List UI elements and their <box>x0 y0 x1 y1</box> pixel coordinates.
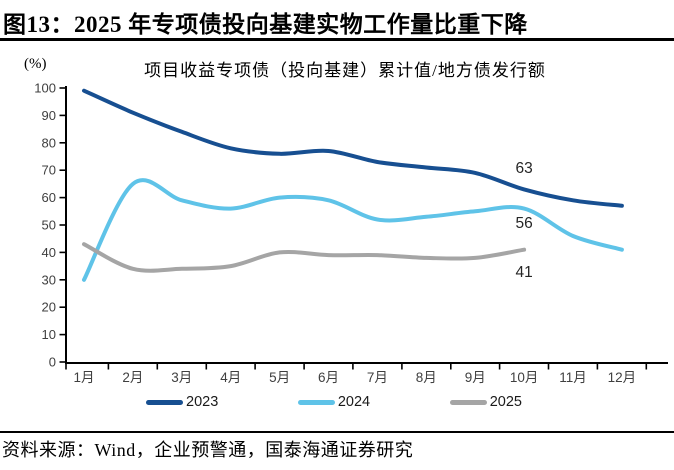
series-line-2023 <box>82 88 624 208</box>
y-tick-label: 100 <box>34 81 56 96</box>
x-tick-label: 9月 <box>465 370 486 385</box>
y-tick-label: 60 <box>42 190 56 205</box>
legend-swatch-2025 <box>449 399 487 405</box>
legend-label: 2024 <box>337 394 371 410</box>
x-tick-label: 11月 <box>559 370 587 385</box>
data-label: 56 <box>515 215 532 232</box>
x-tick-label: 7月 <box>367 370 388 385</box>
y-tick-label: 20 <box>42 300 56 315</box>
legend-item-2025: 2025 <box>449 394 522 410</box>
y-tick-label: 70 <box>42 163 56 178</box>
figure-title: 图13：2025 年专项债投向基建实物工作量比重下降 <box>3 12 528 37</box>
legend-swatch-2024 <box>297 399 335 405</box>
x-tick-label: 6月 <box>318 370 339 385</box>
y-tick-label: 30 <box>42 272 56 287</box>
legend-item-2024: 2024 <box>297 394 371 410</box>
legend-item-2023: 2023 <box>146 394 218 410</box>
x-tick-label: 4月 <box>220 370 241 385</box>
source-divider <box>0 431 674 433</box>
series-line-2024 <box>82 178 624 282</box>
x-tick-label: 3月 <box>171 370 192 385</box>
x-tick-label: 2月 <box>122 370 143 385</box>
y-tick-label: 40 <box>42 245 56 260</box>
y-axis-unit-label: (%) <box>24 56 47 72</box>
legend-label: 2025 <box>489 394 522 410</box>
legend-label: 2023 <box>186 394 219 410</box>
x-tick-label: 5月 <box>269 370 290 385</box>
x-tick-label: 1月 <box>73 370 94 385</box>
x-tick-label: 10月 <box>510 370 539 385</box>
y-tick-label: 0 <box>49 355 56 370</box>
y-tick-label: 80 <box>42 135 56 150</box>
x-tick-label: 8月 <box>416 370 437 385</box>
title-divider <box>0 38 674 41</box>
chart-title: 项目收益专项债（投向基建）累计值/地方债发行额 <box>144 61 546 80</box>
legend: 2023 2024 2025 <box>146 394 522 410</box>
legend-swatch-2023 <box>146 399 183 405</box>
source-text: 资料来源：Wind，企业预警通，国泰海通证券研究 <box>2 440 414 460</box>
axes <box>65 86 668 364</box>
data-label: 63 <box>515 160 532 177</box>
data-label: 41 <box>515 264 532 281</box>
x-tick-label: 12月 <box>608 370 637 385</box>
y-tick-label: 50 <box>42 218 56 233</box>
series-line-2025 <box>82 242 527 273</box>
y-tick-label: 90 <box>42 108 56 123</box>
y-tick-label: 10 <box>42 327 56 342</box>
